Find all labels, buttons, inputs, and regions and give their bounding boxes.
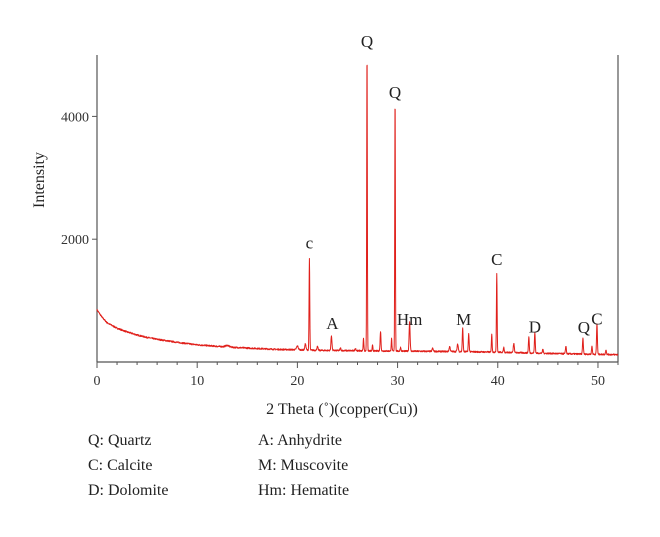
legend: Q: Quartz A: Anhydrite C: Calcite M: Mus… [88, 432, 488, 500]
x-tick-label: 20 [290, 374, 304, 389]
x-tick-label: 40 [491, 374, 505, 389]
peak-label: C [591, 310, 602, 329]
peak-label: C [491, 250, 502, 269]
y-ticks: 2000 4000 [61, 110, 97, 248]
y-tick-label: 4000 [61, 110, 89, 125]
x-ticks: 0 10 20 30 40 50 [94, 362, 619, 389]
x-axis-title: 2 Theta (˚)(copper(Cu)) [266, 401, 418, 418]
x-tick-label: 50 [591, 374, 605, 389]
peak-label: A [326, 314, 339, 333]
xrd-series-line [96, 64, 619, 356]
y-tick-label: 2000 [61, 233, 89, 248]
peak-label: Q [389, 83, 401, 102]
legend-item-anhydrite: A: Anhydrite [258, 432, 342, 449]
peak-label: Q [361, 32, 373, 51]
legend-item-calcite: C: Calcite [88, 457, 153, 474]
peak-label: M [456, 310, 471, 329]
peak-label: Hm [397, 310, 423, 329]
legend-item-hematite: Hm: Hematite [258, 482, 350, 499]
x-tick-label: 30 [391, 374, 405, 389]
peak-label: c [306, 233, 314, 252]
legend-item-dolomite: D: Dolomite [88, 482, 169, 499]
peak-label: D [529, 318, 541, 337]
x-tick-label: 10 [190, 374, 204, 389]
x-tick-label: 0 [94, 374, 101, 389]
legend-item-quartz: Q: Quartz [88, 432, 152, 449]
y-axis-title: Intensity [31, 152, 48, 208]
legend-item-muscovite: M: Muscovite [258, 457, 349, 474]
peak-label: Q [578, 318, 590, 337]
